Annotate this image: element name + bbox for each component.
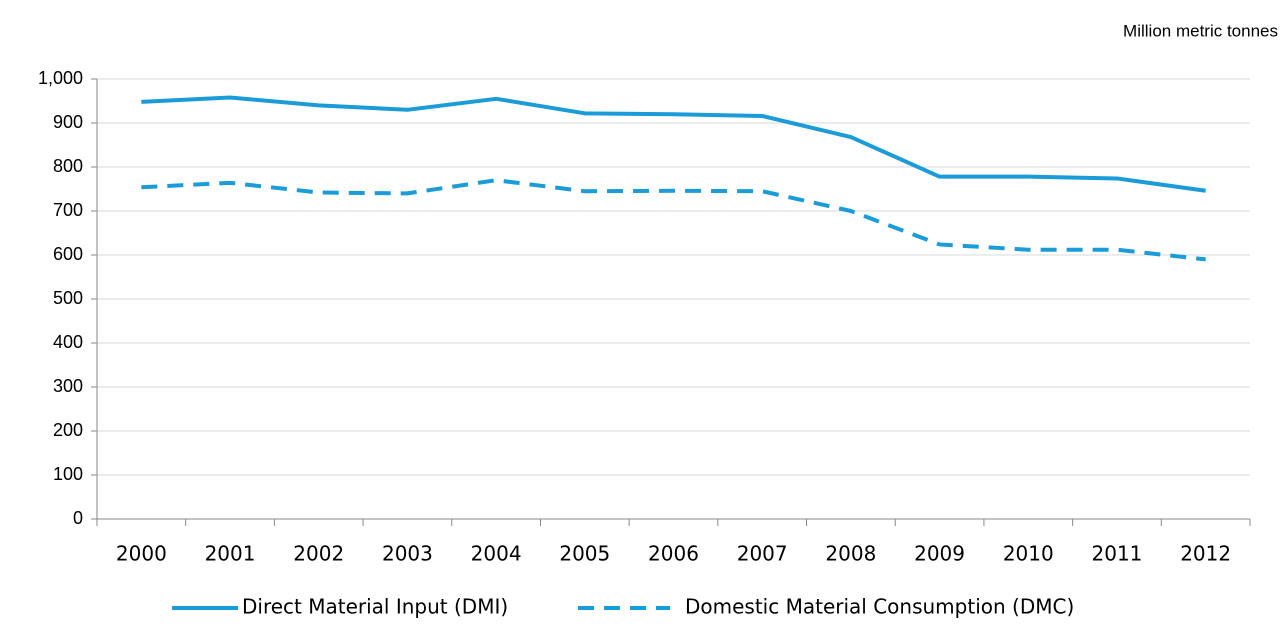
x-tick-label: 2008 — [825, 542, 876, 566]
y-tick-label: 300 — [53, 376, 83, 396]
y-tick-label: 1,000 — [38, 68, 83, 88]
y-tick-label: 0 — [73, 508, 83, 528]
legend-label: Direct Material Input (DMI) — [242, 595, 508, 619]
legend-label: Domestic Material Consumption (DMC) — [685, 595, 1074, 619]
x-tick-label: 2003 — [382, 542, 433, 566]
x-tick-label: 2004 — [471, 542, 522, 566]
unit-label: Million metric tonnes — [1123, 21, 1278, 40]
y-tick-label: 900 — [53, 112, 83, 132]
y-tick-label: 600 — [53, 244, 83, 264]
y-tick-label: 800 — [53, 156, 83, 176]
x-tick-label: 2000 — [116, 542, 167, 566]
x-tick-label: 2011 — [1092, 542, 1143, 566]
x-tick-label: 2009 — [914, 542, 965, 566]
y-tick-label: 400 — [53, 332, 83, 352]
series-line — [141, 178, 1206, 262]
series-line — [141, 95, 1206, 193]
x-tick-label: 2001 — [205, 542, 256, 566]
x-tick-label: 2010 — [1003, 542, 1054, 566]
y-tick-label: 500 — [53, 288, 83, 308]
x-tick-label: 2002 — [293, 542, 344, 566]
y-tick-label: 200 — [53, 420, 83, 440]
y-tick-label: 100 — [53, 464, 83, 484]
x-tick-label: 2005 — [559, 542, 610, 566]
x-tick-label: 2007 — [737, 542, 788, 566]
x-tick-label: 2006 — [648, 542, 699, 566]
y-tick-label: 700 — [53, 200, 83, 220]
x-tick-label: 2012 — [1180, 542, 1231, 566]
